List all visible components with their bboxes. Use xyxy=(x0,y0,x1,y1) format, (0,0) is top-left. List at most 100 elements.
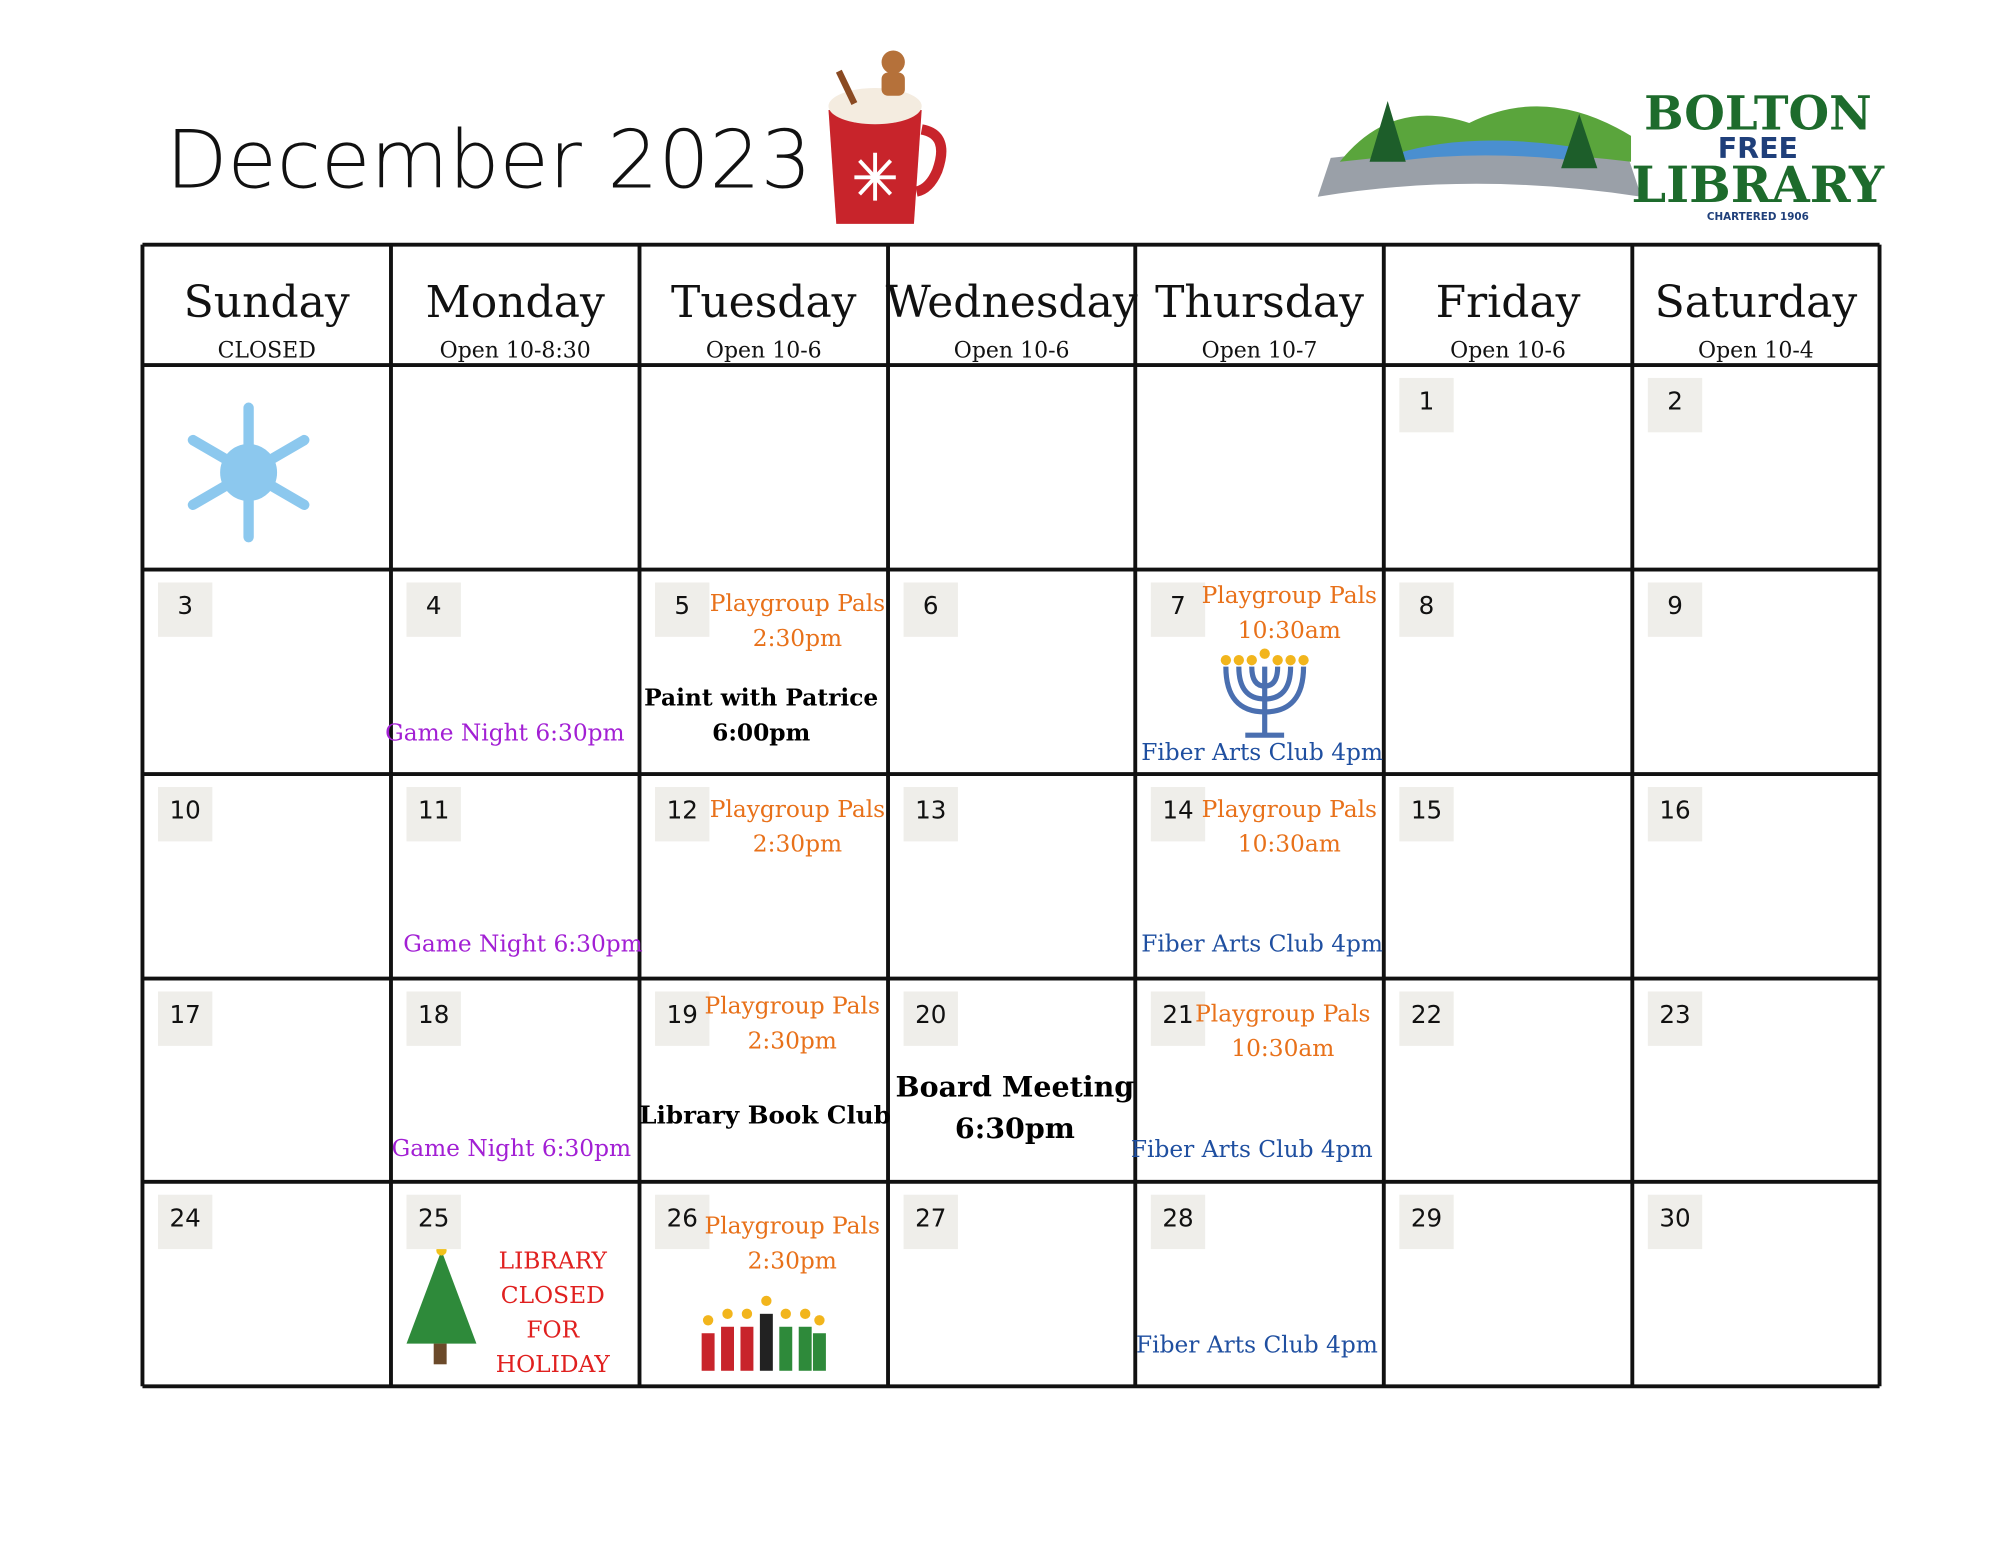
event-text: FOR xyxy=(526,1317,580,1344)
event-text: Game Night 6:30pm xyxy=(385,719,624,746)
logo-text: FREE xyxy=(1718,132,1798,165)
logo-tagline: CHARTERED 1906 xyxy=(1707,211,1809,223)
date-number: 16 xyxy=(1659,796,1690,825)
date-number: 23 xyxy=(1659,1000,1690,1029)
date-box xyxy=(903,991,958,1046)
event-text: 6:00pm xyxy=(712,719,810,746)
date-number: 4 xyxy=(426,591,442,620)
date-number: 3 xyxy=(177,591,193,620)
event-text: Fiber Arts Club 4pm xyxy=(1136,1332,1378,1359)
event-text: 10:30am xyxy=(1238,617,1341,644)
date-box xyxy=(1647,991,1703,1046)
day-hours: Open 10-7 xyxy=(1202,338,1318,363)
date-number: 6 xyxy=(923,591,939,620)
event-text: 2:30pm xyxy=(753,831,842,858)
date-number: 12 xyxy=(667,796,698,825)
logo-text: BOLTON xyxy=(1644,85,1872,140)
logo-text: LIBRARY xyxy=(1632,156,1886,214)
date-number: 1 xyxy=(1419,387,1435,416)
date-number: 13 xyxy=(915,796,946,825)
date-number: 19 xyxy=(667,1000,698,1029)
day-hours: CLOSED xyxy=(218,338,316,363)
day-name: Monday xyxy=(426,277,605,328)
date-box xyxy=(655,1194,710,1250)
date-box xyxy=(903,1194,958,1250)
date-number: 9 xyxy=(1667,591,1683,620)
day-hours: Open 10-6 xyxy=(954,338,1070,363)
event-text: Playgroup Pals xyxy=(710,796,885,823)
date-box xyxy=(157,991,213,1046)
date-box xyxy=(903,582,958,637)
date-number: 28 xyxy=(1162,1203,1193,1232)
date-box xyxy=(1399,786,1454,842)
date-number: 7 xyxy=(1170,591,1186,620)
date-number: 25 xyxy=(418,1203,449,1232)
date-number: 20 xyxy=(915,1000,946,1029)
date-number: 17 xyxy=(170,1000,201,1029)
event-text: Playgroup Pals xyxy=(1202,796,1377,823)
date-number: 30 xyxy=(1659,1203,1690,1232)
day-hours: Open 10-6 xyxy=(706,338,822,363)
date-box xyxy=(903,786,958,842)
event-text: 2:30pm xyxy=(753,625,842,652)
date-box xyxy=(406,582,461,637)
date-number: 21 xyxy=(1162,1000,1193,1029)
event-text: 2:30pm xyxy=(748,1248,837,1275)
date-box xyxy=(157,786,213,842)
date-box xyxy=(655,786,710,842)
date-box xyxy=(1150,582,1206,637)
day-name: Friday xyxy=(1436,277,1581,328)
event-text: Playgroup Pals xyxy=(1195,1000,1370,1027)
event-text: LIBRARY xyxy=(499,1248,608,1275)
date-number: 2 xyxy=(1667,387,1683,416)
date-number: 27 xyxy=(915,1203,946,1232)
day-name: Wednesday xyxy=(886,277,1138,328)
event-text: Game Night 6:30pm xyxy=(392,1135,631,1162)
event-text: 2:30pm xyxy=(748,1027,837,1054)
event-text: 10:30am xyxy=(1231,1035,1334,1062)
date-number: 14 xyxy=(1162,796,1193,825)
day-hours: Open 10-6 xyxy=(1450,338,1566,363)
event-text: 10:30am xyxy=(1238,831,1341,858)
date-number: 15 xyxy=(1411,796,1442,825)
date-number: 8 xyxy=(1419,591,1435,620)
event-text: Playgroup Pals xyxy=(710,590,885,617)
date-box xyxy=(1647,786,1703,842)
date-number: 29 xyxy=(1411,1203,1442,1232)
date-box xyxy=(406,991,461,1046)
title: December 2023 xyxy=(166,114,812,207)
date-box xyxy=(1150,786,1206,842)
day-name: Sunday xyxy=(184,277,350,328)
event-text: Playgroup Pals xyxy=(1202,582,1377,609)
date-box xyxy=(1647,377,1703,433)
event-text: HOLIDAY xyxy=(496,1351,611,1378)
event-text: Fiber Arts Club 4pm xyxy=(1141,930,1383,957)
date-number: 26 xyxy=(667,1203,698,1232)
date-box xyxy=(406,786,461,842)
day-name: Tuesday xyxy=(671,277,857,328)
day-name: Thursday xyxy=(1155,277,1364,328)
date-box xyxy=(406,1194,461,1250)
library-logo: BOLTON FREE LIBRARY CHARTERED 1906 xyxy=(1317,85,1886,223)
event-text: Board Meeting xyxy=(896,1069,1135,1103)
snowflake xyxy=(187,402,310,543)
event-text: Game Night 6:30pm xyxy=(403,930,642,957)
event-text: Playgroup Pals xyxy=(705,993,880,1020)
date-box xyxy=(1399,582,1454,637)
date-box xyxy=(157,1194,213,1250)
date-box xyxy=(1647,582,1703,637)
date-box xyxy=(655,582,710,637)
date-box xyxy=(655,991,710,1046)
event-text: Fiber Arts Club 4pm xyxy=(1141,739,1383,766)
event-text: Library Book Club xyxy=(639,1101,891,1130)
date-box xyxy=(1399,1194,1454,1250)
date-number: 5 xyxy=(674,591,690,620)
calendar-grid xyxy=(140,242,1882,1389)
date-box xyxy=(1399,377,1454,433)
date-number: 24 xyxy=(170,1203,201,1232)
date-number: 22 xyxy=(1411,1000,1442,1029)
event-text: Fiber Arts Club 4pm xyxy=(1131,1136,1373,1163)
date-box xyxy=(1150,991,1206,1046)
date-box xyxy=(1647,1194,1703,1250)
